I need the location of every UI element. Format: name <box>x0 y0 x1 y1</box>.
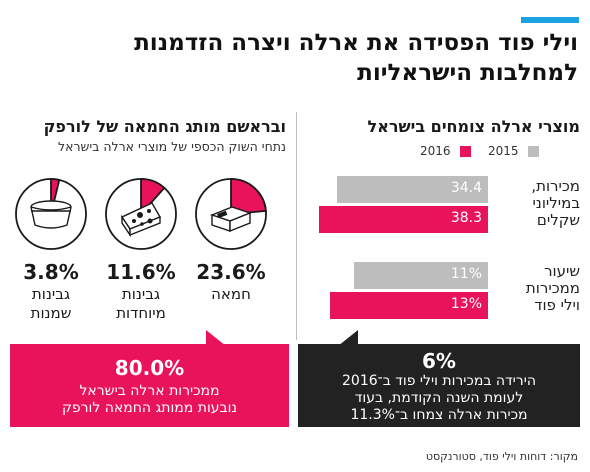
callout-pointer <box>206 330 226 346</box>
cheese-tub-icon <box>30 200 72 229</box>
callout-line: נובעות ממותג החמאה לורפק <box>61 400 238 416</box>
callout-value: 80.0% <box>114 356 185 380</box>
pie-label-line: גבינות <box>121 285 161 303</box>
callout-value: 6% <box>422 349 456 373</box>
pie-slice-butter <box>230 178 267 215</box>
bar-category-label-line: שיעור <box>544 262 580 280</box>
bar-2016-sales <box>319 206 488 233</box>
bar-2015-share <box>354 262 488 289</box>
accent-bar <box>521 17 579 23</box>
bar-value-2016-sales: 38.3 <box>450 210 482 226</box>
bar-chart-legend: 2015 2016 <box>380 143 580 159</box>
legend-label-2015: 2015 <box>488 144 519 158</box>
bar-chart: מכירות, במיליוני שקלים 34.4 38.3 שיעור מ… <box>298 160 580 330</box>
pie-chart-svg <box>105 178 177 250</box>
pie-label-line: חמאה <box>211 285 251 303</box>
pie-label-fat-cheese: גבינות שמנות <box>1 285 101 323</box>
bar-value-2015-share: 11% <box>450 266 482 282</box>
page-title-line-2: למחלבות הישראליות <box>357 60 578 86</box>
willi-food-callout-box: 6% הירידה במכירות וילי פוד ב־2016 לעומת … <box>298 330 580 427</box>
butter-icon <box>209 206 253 233</box>
bar-category-label-line: וילי פוד <box>534 296 580 314</box>
pie-butter <box>194 177 268 251</box>
pie-section-heading: ובראשם מותג החמאה של לורפק <box>43 117 286 136</box>
bar-category-label-line: במיליוני <box>532 194 580 212</box>
callout-pointer <box>338 330 358 346</box>
legend-label-2016: 2016 <box>420 144 451 158</box>
callout-line: לעומת השנה הקודמת, בעוד <box>354 390 524 406</box>
legend-swatch-2015 <box>528 146 539 157</box>
cheese-icon <box>120 202 162 238</box>
pie-value-special-cheese: 11.6% <box>106 260 176 284</box>
pie-label-line: מיוחדות <box>116 304 166 322</box>
pie-value-butter: 23.6% <box>196 260 266 284</box>
pie-label-special-cheese: גבינות מיוחדות <box>91 285 191 323</box>
callout-line: הירידה במכירות וילי פוד ב־2016 <box>342 373 536 389</box>
bar-chart-heading: מוצרי ארלה צומחים בישראל <box>367 117 580 136</box>
pie-value-fat-cheese: 3.8% <box>23 260 79 284</box>
callout-line: ממכירות ארלה בישראל <box>79 383 220 399</box>
pie-fat-cheese <box>14 177 88 251</box>
bar-category-label-line: מכירות, <box>531 177 580 195</box>
legend-swatch-2016 <box>460 146 471 157</box>
bar-value-2016-share: 13% <box>450 296 482 312</box>
lurpak-callout-box: 80.0% ממכירות ארלה בישראל נובעות ממותג ה… <box>10 330 289 427</box>
source-note: מקור: דוחות וילי פוד, סטורנקסט <box>425 450 578 463</box>
pie-label-line: גבינות <box>31 285 71 303</box>
bar-category-label-line: שקלים <box>536 211 580 229</box>
pie-label-line: שמנות <box>30 304 72 322</box>
bar-category-label-share: שיעור ממכירות וילי פוד <box>494 263 580 314</box>
pie-special-cheese <box>104 177 178 251</box>
pie-chart-svg <box>15 178 87 250</box>
pie-label-butter: חמאה <box>181 285 281 304</box>
section-divider <box>296 112 297 340</box>
bar-category-label-line: ממכירות <box>525 279 580 297</box>
pie-chart-svg <box>195 178 267 250</box>
bar-category-label-sales: מכירות, במיליוני שקלים <box>494 178 580 229</box>
bar-2016-share <box>330 292 488 319</box>
callout-line: מכירות ארלה צמחו ב־11.3% <box>350 407 528 423</box>
bar-value-2015-sales: 34.4 <box>450 180 482 196</box>
page-title-line-1: וילי פוד הפסידה את ארלה ויצרה הזדמנות <box>134 30 578 56</box>
pie-section-subheading: נתחי השוק הכספי של מוצרי ארלה בישראל <box>57 139 286 154</box>
bar-2015-sales <box>337 176 488 203</box>
